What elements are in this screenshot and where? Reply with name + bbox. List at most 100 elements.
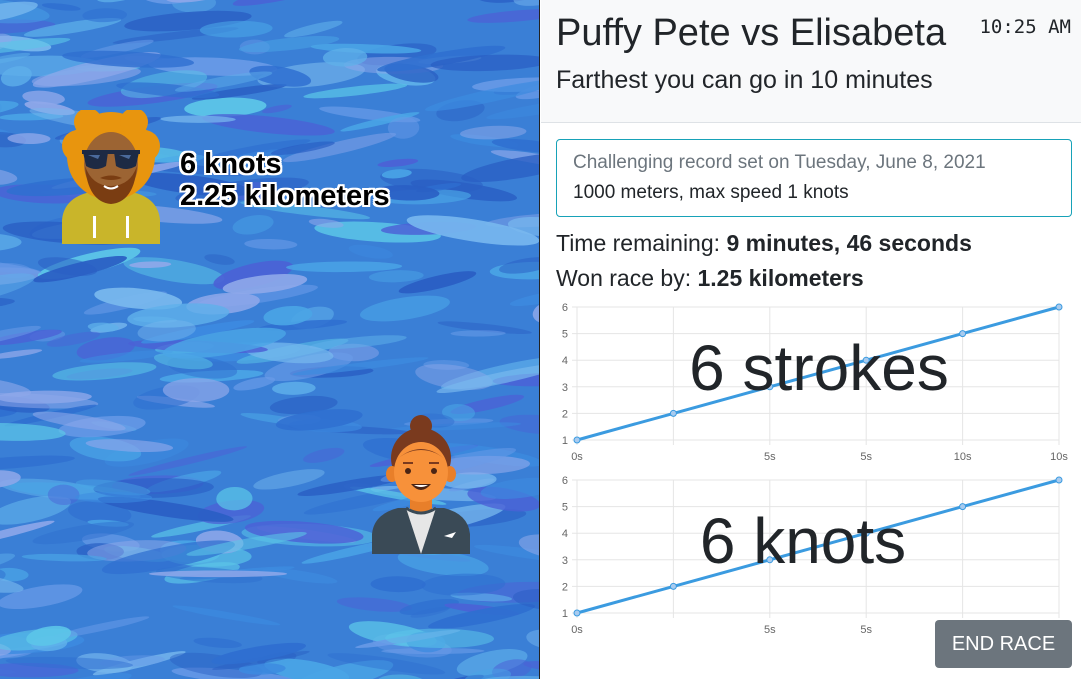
water-stroke xyxy=(99,655,165,668)
water-stroke xyxy=(131,172,252,197)
end-race-button[interactable]: END RACE xyxy=(935,620,1072,668)
water-stroke xyxy=(0,495,71,525)
time-remaining-value: 9 minutes, 46 seconds xyxy=(726,230,972,256)
water-stroke xyxy=(309,335,407,350)
water-stroke xyxy=(0,253,42,274)
water-stroke xyxy=(410,606,450,618)
water-stroke xyxy=(264,658,350,679)
water-stroke xyxy=(430,54,539,72)
race-subtitle: Farthest you can go in 10 minutes xyxy=(556,66,933,94)
water-stroke xyxy=(0,52,31,65)
clock: 10:25 AM xyxy=(979,16,1071,38)
water-stroke xyxy=(79,350,173,363)
water-stroke xyxy=(148,570,288,578)
chart-x-tick-label: 5s xyxy=(764,624,776,636)
water-stroke xyxy=(397,549,489,576)
chart-y-tick-label: 2 xyxy=(562,408,568,420)
water-stroke xyxy=(0,423,66,441)
water-stroke xyxy=(275,409,363,431)
chart-series-line xyxy=(576,305,1060,442)
water-stroke xyxy=(0,662,79,678)
chart-x-tick-label: 0s xyxy=(571,624,583,636)
chart-point xyxy=(573,436,581,444)
water-stroke xyxy=(172,605,281,626)
water-stroke xyxy=(423,360,470,370)
water-stroke xyxy=(327,653,446,675)
chart-x-tick-label: 5s xyxy=(860,451,872,463)
water-stroke xyxy=(0,19,56,35)
water-stroke xyxy=(87,322,119,332)
water-stroke xyxy=(0,374,32,398)
record-detail: 1000 meters, max speed 1 knots xyxy=(573,182,849,203)
water-stroke xyxy=(211,642,306,665)
water-stroke xyxy=(186,532,307,556)
water-stroke xyxy=(385,628,495,649)
chart-x-tick-label: 5s xyxy=(860,624,872,636)
water-stroke xyxy=(216,486,253,511)
water-stroke xyxy=(232,215,274,235)
water-stroke xyxy=(441,404,476,422)
chart-point xyxy=(862,356,870,364)
chart-point xyxy=(766,556,774,564)
won-by-value: 1.25 kilometers xyxy=(697,265,864,291)
water-stroke xyxy=(272,381,316,395)
water-stroke xyxy=(5,656,133,670)
water-stroke xyxy=(249,65,312,87)
water-stroke xyxy=(207,139,311,160)
water-stroke xyxy=(381,169,412,179)
water-stroke xyxy=(128,446,248,476)
chart-point xyxy=(669,582,677,590)
record-title: Challenging record set on Tuesday, June … xyxy=(573,152,986,173)
chart-point xyxy=(573,609,581,617)
water-stroke xyxy=(348,244,393,259)
water-stroke xyxy=(492,659,532,679)
chart-x-tick-label: 10s xyxy=(954,451,972,463)
chart-point xyxy=(766,383,774,391)
water-stroke xyxy=(336,597,413,612)
water-stroke xyxy=(0,1,38,24)
water-stroke xyxy=(245,342,334,364)
water-stroke xyxy=(23,17,122,37)
water-stroke xyxy=(94,287,183,310)
water-stroke xyxy=(370,576,426,593)
water-stroke xyxy=(169,652,263,679)
water-background xyxy=(0,0,539,679)
bun-hair-avatar-icon xyxy=(370,414,472,554)
chart-series-line xyxy=(576,478,1060,615)
water-stroke xyxy=(340,112,420,132)
time-remaining: Time remaining: 9 minutes, 46 seconds xyxy=(556,230,972,257)
water-stroke xyxy=(0,273,35,308)
chart-y-tick-label: 2 xyxy=(562,581,568,593)
water-stroke xyxy=(262,104,292,114)
won-by: Won race by: 1.25 kilometers xyxy=(556,265,864,292)
water-stroke xyxy=(308,218,344,228)
water-stroke xyxy=(52,362,157,381)
water-stroke xyxy=(270,141,335,156)
water-stroke xyxy=(373,185,440,201)
chart-y-tick-label: 6 xyxy=(562,475,568,487)
water-stroke xyxy=(377,45,506,72)
water-stroke xyxy=(0,455,75,471)
race-title: Puffy Pete vs Elisabeta xyxy=(556,12,947,54)
water-stroke xyxy=(7,133,51,145)
water-stroke xyxy=(526,629,539,650)
chart-y-tick-label: 3 xyxy=(562,382,568,394)
chart-y-tick-label: 4 xyxy=(562,528,568,540)
water-stroke xyxy=(75,491,153,504)
race-header: Puffy Pete vs Elisabeta Farthest you can… xyxy=(541,0,1081,123)
water-stroke xyxy=(0,325,41,351)
water-stroke xyxy=(47,484,80,506)
water-stroke xyxy=(460,125,527,140)
water-stroke xyxy=(269,395,338,415)
chart-point xyxy=(959,503,967,511)
water-stroke xyxy=(258,319,348,331)
water-stroke xyxy=(32,411,126,431)
water-stroke xyxy=(162,378,230,402)
water-stroke xyxy=(0,470,21,488)
water-stroke xyxy=(21,553,107,562)
water-stroke xyxy=(238,663,286,675)
water-stroke xyxy=(204,254,235,265)
race-info-panel: Puffy Pete vs Elisabeta Farthest you can… xyxy=(541,0,1081,679)
water-stroke xyxy=(162,327,286,359)
